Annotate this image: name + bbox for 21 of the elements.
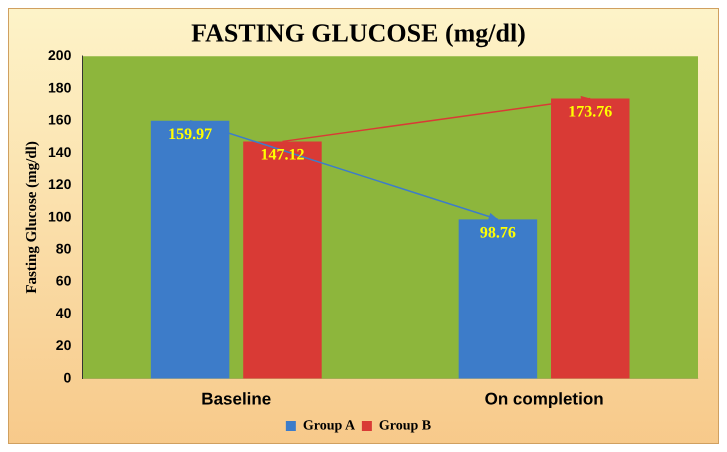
chart-title: FASTING GLUCOSE (mg/dl) bbox=[191, 18, 526, 48]
legend-label: Group A bbox=[302, 418, 356, 434]
data-label: 173.76 bbox=[568, 104, 612, 121]
y-tick-label: 140 bbox=[48, 144, 72, 160]
y-tick-label: 100 bbox=[48, 208, 72, 224]
x-tick-label: On completion bbox=[484, 389, 604, 408]
y-tick-label: 80 bbox=[56, 240, 72, 256]
y-axis-title: Fasting Glucose (mg/dl) bbox=[24, 141, 40, 294]
y-tick-label: 120 bbox=[48, 176, 72, 192]
x-tick-label: Baseline bbox=[201, 389, 272, 408]
legend-label: Group B bbox=[378, 418, 432, 434]
y-tick-label: 200 bbox=[48, 47, 72, 64]
y-tick-label: 180 bbox=[48, 79, 72, 96]
data-label: 147.12 bbox=[260, 146, 304, 164]
y-tick-label: 160 bbox=[48, 112, 72, 128]
y-tick-label: 0 bbox=[64, 369, 72, 386]
y-tick-label: 60 bbox=[56, 272, 72, 289]
data-label: 159.97 bbox=[168, 126, 212, 143]
data-label: 98.76 bbox=[480, 224, 516, 242]
y-tick-label: 20 bbox=[56, 337, 72, 354]
y-tick-label: 40 bbox=[56, 304, 72, 321]
